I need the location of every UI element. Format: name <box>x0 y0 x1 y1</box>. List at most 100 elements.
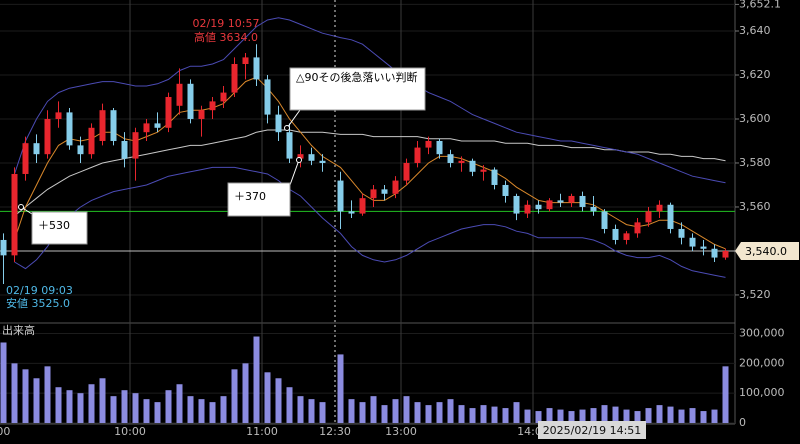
volume-bar <box>403 396 410 423</box>
volume-bar <box>209 402 216 423</box>
candle-body <box>623 233 630 240</box>
candle-body <box>275 114 282 133</box>
candle-body <box>319 160 326 163</box>
y2-tick-label: 200,000 <box>739 356 785 369</box>
candle-body <box>722 250 729 258</box>
volume-bar <box>524 409 531 423</box>
y-tick-label: 3,600 <box>739 112 771 125</box>
y-tick-label: 3,580 <box>739 156 771 169</box>
volume-bar <box>568 411 575 423</box>
candle-body <box>557 200 564 203</box>
volume-bar <box>319 402 326 423</box>
candle-body <box>337 180 344 212</box>
volume-bar <box>535 411 542 423</box>
candle-body <box>700 246 707 249</box>
x-tick-label: 10:00 <box>114 425 146 438</box>
volume-bar <box>231 369 238 423</box>
volume-bar <box>22 369 29 423</box>
candle-body <box>66 112 73 146</box>
volume-bar <box>132 393 139 423</box>
annotation-text: 高値 3634.0 <box>194 30 258 44</box>
candle-body <box>33 143 40 155</box>
candle-body <box>187 83 194 119</box>
volume-bar <box>491 406 498 423</box>
x-tick-label: 13:00 <box>385 425 417 438</box>
candle-body <box>535 204 542 210</box>
volume-bar <box>502 408 509 423</box>
candle-body <box>165 96 172 128</box>
x-tick-label: 9:00 <box>0 425 10 438</box>
volume-bar <box>77 393 84 423</box>
candle-body <box>711 248 718 258</box>
volume-bar <box>308 399 315 423</box>
marker <box>18 204 24 210</box>
candle-body <box>381 189 388 194</box>
volume-bar <box>110 396 117 423</box>
candle-body <box>370 189 377 199</box>
volume-bar <box>297 396 304 423</box>
volume-bar <box>425 405 432 423</box>
candle-body <box>524 204 531 214</box>
candle-body <box>436 140 443 155</box>
volume-bar <box>645 408 652 423</box>
candle-body <box>264 79 271 115</box>
marker <box>296 157 302 163</box>
candle-body <box>579 195 586 207</box>
volume-bar <box>711 409 718 423</box>
candle-body <box>348 211 355 214</box>
volume-bar <box>700 411 707 423</box>
volume-bar <box>337 354 344 423</box>
volume-bar <box>44 366 51 423</box>
candle-body <box>425 140 432 148</box>
volume-bar <box>392 399 399 423</box>
candle-body <box>0 239 7 256</box>
candle-body <box>99 110 106 141</box>
volume-bar <box>176 384 183 423</box>
candle-body <box>359 198 366 214</box>
volume-label: 出来高 <box>2 323 35 337</box>
volume-bar <box>66 390 73 423</box>
indicator-line <box>14 17 726 184</box>
candle-body <box>491 169 498 185</box>
candle-body <box>176 83 183 106</box>
volume-bar <box>88 384 95 423</box>
volume-bar <box>370 396 377 423</box>
volume-bar <box>121 390 128 423</box>
volume-bar <box>579 409 586 423</box>
volume-bar <box>286 387 293 423</box>
annotation-box <box>227 182 291 217</box>
volume-bar <box>722 366 729 423</box>
candle-body <box>601 211 608 229</box>
candle-body <box>220 92 227 102</box>
volume-bar <box>198 399 205 423</box>
volume-bar <box>359 402 366 423</box>
candle-body <box>154 123 161 128</box>
candle-body <box>645 211 652 223</box>
candle-body <box>667 204 674 229</box>
candle-body <box>568 195 575 203</box>
annotation-text: 02/19 10:57 <box>193 17 260 30</box>
x-tick-label: 12:30 <box>319 425 351 438</box>
volume-bar <box>275 378 282 423</box>
crosshair-label: 2025/02/19 14:51 <box>543 424 642 437</box>
candle-body <box>403 162 410 181</box>
volume-bar <box>513 402 520 423</box>
volume-bar <box>612 406 619 423</box>
volume-bar <box>546 408 553 423</box>
candle-body <box>414 147 421 163</box>
volume-bar <box>689 408 696 423</box>
annotation-text: ＋370 <box>234 190 266 203</box>
volume-bar <box>143 399 150 423</box>
volume-bar <box>348 399 355 423</box>
candle-body <box>110 110 117 141</box>
volume-bar <box>480 405 487 423</box>
x-tick-label: 11:00 <box>246 425 278 438</box>
candle-body <box>502 184 509 196</box>
candle-body <box>469 160 476 172</box>
candle-body <box>392 180 399 194</box>
volume-bar <box>601 405 608 423</box>
volume-bar <box>0 342 7 423</box>
connector <box>289 159 300 186</box>
